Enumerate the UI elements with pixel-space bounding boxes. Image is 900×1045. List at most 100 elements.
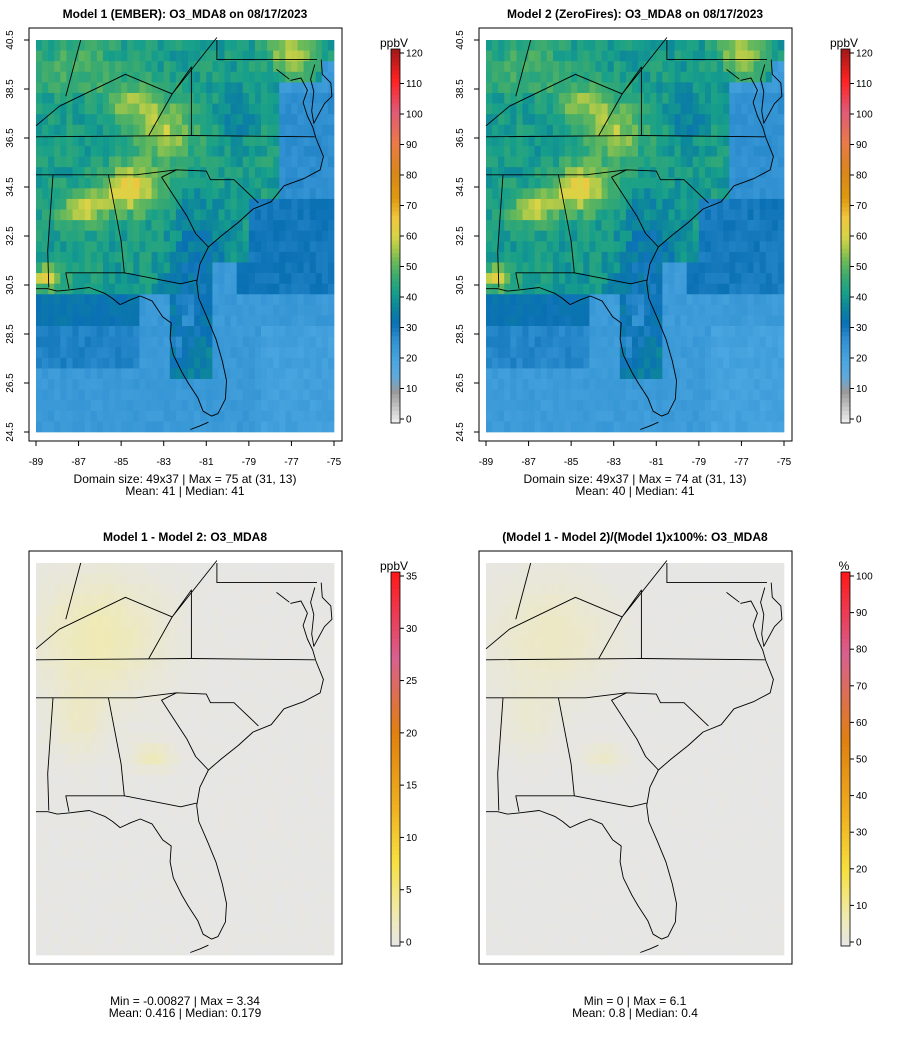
grid-cell (236, 326, 244, 337)
grid-cell (72, 732, 79, 744)
grid-cell (285, 114, 292, 126)
grid-cell (625, 326, 633, 337)
grid-cell (565, 315, 572, 327)
grid-cell (753, 198, 761, 210)
grid-cell (163, 637, 171, 649)
grid-cell (327, 732, 335, 744)
grid-cell (127, 198, 134, 210)
grid-cell (261, 764, 268, 776)
grid-cell (273, 421, 280, 433)
grid-cell (84, 145, 92, 157)
grid-cell (242, 304, 250, 316)
grid-cell (66, 400, 73, 412)
grid-cell (175, 679, 183, 691)
grid-cell (84, 326, 92, 337)
grid-cell (72, 721, 79, 733)
grid-cell (589, 283, 596, 295)
grid-cell (510, 283, 517, 295)
grid-cell (121, 753, 128, 765)
grid-cell (771, 135, 779, 147)
grid-cell (650, 262, 657, 274)
grid-cell (72, 389, 79, 401)
grid-cell (516, 421, 523, 433)
grid-cell (759, 421, 767, 433)
grid-cell (309, 753, 317, 765)
grid-cell (698, 368, 706, 380)
grid-cell (66, 679, 73, 691)
grid-cell (577, 40, 584, 51)
grid-cell (297, 114, 304, 126)
grid-cell (218, 584, 225, 596)
grid-cell (96, 209, 104, 221)
grid-cell (723, 198, 730, 210)
grid-cell (218, 357, 225, 369)
grid-cell (692, 379, 700, 390)
grid-cell (84, 700, 92, 712)
grid-cell (230, 114, 238, 126)
grid-cell (613, 368, 621, 380)
grid-cell (711, 294, 718, 306)
grid-cell (115, 304, 122, 316)
grid-cell (589, 135, 596, 147)
grid-cell (631, 209, 639, 221)
grid-cell (212, 336, 219, 348)
grid-cell (638, 379, 645, 390)
grid-cell (644, 294, 651, 306)
grid-cell (42, 368, 49, 380)
grid-cell (60, 294, 67, 306)
grid-cell (224, 743, 231, 755)
grid-cell (291, 145, 298, 157)
grid-cell (230, 294, 238, 306)
grid-cell (224, 220, 231, 232)
grid-cell (200, 594, 207, 606)
grid-cell (309, 167, 317, 179)
grid-cell (297, 421, 304, 433)
grid-cell (66, 135, 73, 147)
grid-cell (777, 326, 785, 337)
grid-cell (540, 188, 548, 200)
grid-cell (297, 379, 304, 390)
grid-cell (151, 114, 158, 126)
grid-cell (96, 124, 104, 136)
grid-cell (78, 594, 85, 606)
grid-cell (565, 124, 572, 136)
grid-cell (206, 379, 213, 390)
grid-cell (589, 262, 596, 274)
grid-cell (631, 177, 639, 189)
colorbar-swatch (841, 202, 850, 208)
grid-cell (36, 573, 43, 585)
grid-cell (674, 379, 681, 390)
grid-cell (127, 368, 134, 380)
grid-cell (698, 326, 706, 337)
grid-cell (747, 357, 754, 369)
grid-cell (121, 357, 128, 369)
grid-cell (181, 421, 189, 433)
grid-cell (121, 594, 128, 606)
grid-cell (267, 389, 274, 401)
colorbar-tick-label: 50 (406, 262, 418, 273)
grid-cell (315, 177, 323, 189)
grid-cell (206, 563, 213, 574)
grid-cell (662, 50, 669, 62)
grid-cell (686, 315, 694, 327)
grid-cell (194, 347, 201, 359)
grid-cell (528, 273, 535, 285)
grid-cell (540, 220, 548, 232)
grid-cell (200, 668, 207, 680)
grid-cell (583, 379, 590, 390)
grid-cell (151, 357, 158, 369)
grid-cell (163, 410, 171, 422)
colorbar-swatch (391, 418, 400, 424)
grid-cell (248, 61, 256, 73)
grid-cell (236, 368, 244, 380)
grid-cell (552, 103, 560, 115)
grid-cell (303, 156, 311, 168)
grid-cell (84, 71, 92, 83)
grid-cell (78, 326, 85, 337)
grid-cell (285, 177, 292, 189)
grid-cell (747, 283, 754, 295)
grid-cell (291, 230, 298, 242)
grid-cell (194, 605, 201, 617)
grid-cell (96, 347, 104, 359)
colorbar-swatch (391, 82, 400, 87)
